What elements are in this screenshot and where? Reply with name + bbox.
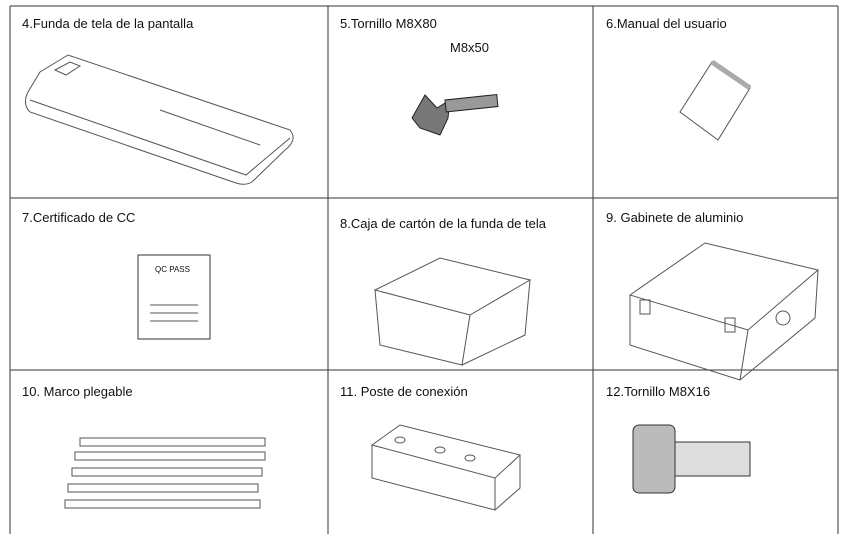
cell-label: 8.Caja de cartón de la funda de tela xyxy=(340,216,546,231)
knob-screw xyxy=(411,94,499,136)
cell-label: 12.Tornillo M8X16 xyxy=(606,384,711,399)
stamp: QC PASS xyxy=(155,265,190,274)
cell-note: M8x50 xyxy=(450,40,490,55)
cell-label: 5.Tornillo M8X80 xyxy=(340,16,437,31)
folding-frame xyxy=(64,437,266,509)
carton-box xyxy=(373,257,532,366)
cell-label: 4.Funda de tela de la pantalla xyxy=(22,16,194,31)
cell-label: 6.Manual del usuario xyxy=(606,16,727,31)
table-grid xyxy=(9,5,839,534)
aluminum-case xyxy=(628,242,820,381)
screen-cover xyxy=(24,54,294,185)
cell-label: 11. Poste de conexión xyxy=(340,384,468,399)
cell-label: 7.Certificado de CC xyxy=(22,210,136,225)
cell-label: 9. Gabinete de aluminio xyxy=(606,210,744,225)
bolt xyxy=(632,424,751,494)
certificate xyxy=(137,254,211,340)
connection-post xyxy=(370,424,522,511)
cell-label: 10. Marco plegable xyxy=(22,384,133,399)
manual xyxy=(679,59,752,141)
